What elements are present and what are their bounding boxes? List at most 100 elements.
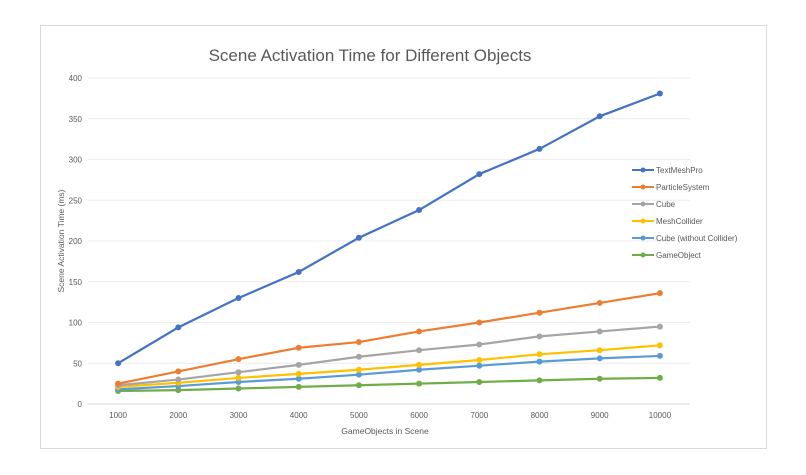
- y-tick-label: 100: [69, 319, 83, 328]
- data-point: [656, 342, 663, 349]
- legend-label: ParticleSystem: [656, 183, 710, 192]
- data-point: [596, 113, 603, 120]
- data-point: [596, 299, 603, 306]
- data-point: [536, 145, 543, 152]
- legend-label: GameObject: [656, 251, 702, 260]
- data-point: [295, 344, 302, 351]
- series-line: [118, 354, 660, 391]
- x-tick-label: 10000: [649, 411, 672, 420]
- series-line: [118, 344, 660, 388]
- legend-label: Cube (without Collider): [656, 234, 738, 243]
- x-tick-label: 2000: [169, 411, 187, 420]
- legend-marker: [640, 184, 646, 190]
- data-point: [416, 361, 423, 368]
- data-point: [656, 374, 663, 381]
- data-point: [596, 375, 603, 382]
- data-point: [175, 376, 182, 383]
- data-point: [235, 374, 242, 381]
- data-point: [416, 347, 423, 354]
- series-line: [117, 292, 661, 385]
- data-point: [355, 371, 362, 378]
- legend-label: MeshCollider: [656, 217, 703, 226]
- data-point: [476, 319, 483, 326]
- data-point: [596, 328, 603, 335]
- legend-marker: [640, 218, 646, 224]
- data-point: [295, 268, 302, 275]
- data-point: [476, 171, 483, 178]
- data-point: [115, 380, 122, 387]
- legend-marker: [640, 201, 646, 207]
- y-axis-label: Scene Activation Time (ms): [56, 189, 66, 292]
- x-tick-label: 5000: [350, 411, 368, 420]
- series-gameobject: [115, 374, 663, 394]
- legend-item: Cube: [632, 200, 676, 209]
- series-textmeshpro: [115, 90, 663, 367]
- y-tick-label: 200: [69, 237, 83, 246]
- data-point: [656, 90, 663, 97]
- x-tick-label: 7000: [470, 411, 488, 420]
- data-point: [656, 323, 663, 330]
- data-point: [536, 358, 543, 365]
- x-axis-label: GameObjects in Scene: [341, 426, 429, 436]
- data-point: [235, 369, 242, 376]
- y-tick-label: 250: [69, 196, 83, 205]
- data-point: [175, 368, 182, 375]
- legend-item: MeshCollider: [632, 217, 703, 226]
- y-tick-label: 0: [78, 400, 83, 409]
- data-point: [295, 370, 302, 377]
- data-point: [416, 380, 423, 387]
- series-line: [118, 376, 660, 393]
- data-point: [295, 383, 302, 390]
- data-point: [235, 295, 242, 302]
- series-cube: [115, 323, 663, 389]
- data-point: [416, 207, 423, 214]
- x-tick-label: 4000: [290, 411, 308, 420]
- series-particlesystem: [115, 290, 663, 387]
- data-point: [476, 341, 483, 348]
- data-point: [596, 347, 603, 354]
- data-point: [536, 309, 543, 316]
- y-tick-label: 150: [69, 278, 83, 287]
- legend-label: TextMeshPro: [656, 166, 703, 175]
- data-point: [295, 375, 302, 382]
- data-point: [596, 355, 603, 362]
- data-point: [416, 328, 423, 335]
- legend-label: Cube: [656, 200, 676, 209]
- y-tick-label: 50: [73, 359, 82, 368]
- data-point: [416, 366, 423, 373]
- legend-marker: [640, 252, 646, 258]
- data-point: [536, 351, 543, 358]
- data-point: [175, 324, 182, 331]
- legend-item: TextMeshPro: [632, 166, 703, 175]
- legend-marker: [640, 235, 646, 241]
- data-point: [115, 360, 122, 367]
- x-tick-label: 9000: [591, 411, 609, 420]
- series-line: [117, 92, 661, 365]
- legend-item: ParticleSystem: [632, 183, 710, 192]
- data-point: [476, 378, 483, 385]
- data-point: [235, 385, 242, 392]
- y-tick-label: 400: [69, 74, 83, 83]
- legend-item: Cube (without Collider): [632, 234, 738, 243]
- chart-title: Scene Activation Time for Different Obje…: [209, 46, 532, 65]
- x-tick-label: 8000: [531, 411, 549, 420]
- series-cube-without-collider-: [115, 352, 663, 393]
- data-point: [476, 356, 483, 363]
- data-point: [235, 356, 242, 363]
- data-point: [536, 377, 543, 384]
- data-point: [536, 333, 543, 340]
- data-point: [656, 290, 663, 297]
- data-point: [355, 382, 362, 389]
- data-point: [355, 339, 362, 346]
- series-meshcollider: [115, 342, 663, 390]
- data-point: [355, 353, 362, 360]
- x-tick-label: 3000: [230, 411, 248, 420]
- data-point: [476, 362, 483, 369]
- x-tick-label: 1000: [109, 411, 127, 420]
- series-line: [117, 325, 660, 387]
- data-point: [656, 352, 663, 359]
- legend-item: GameObject: [632, 251, 702, 260]
- y-tick-label: 350: [69, 115, 83, 124]
- legend-marker: [640, 167, 646, 173]
